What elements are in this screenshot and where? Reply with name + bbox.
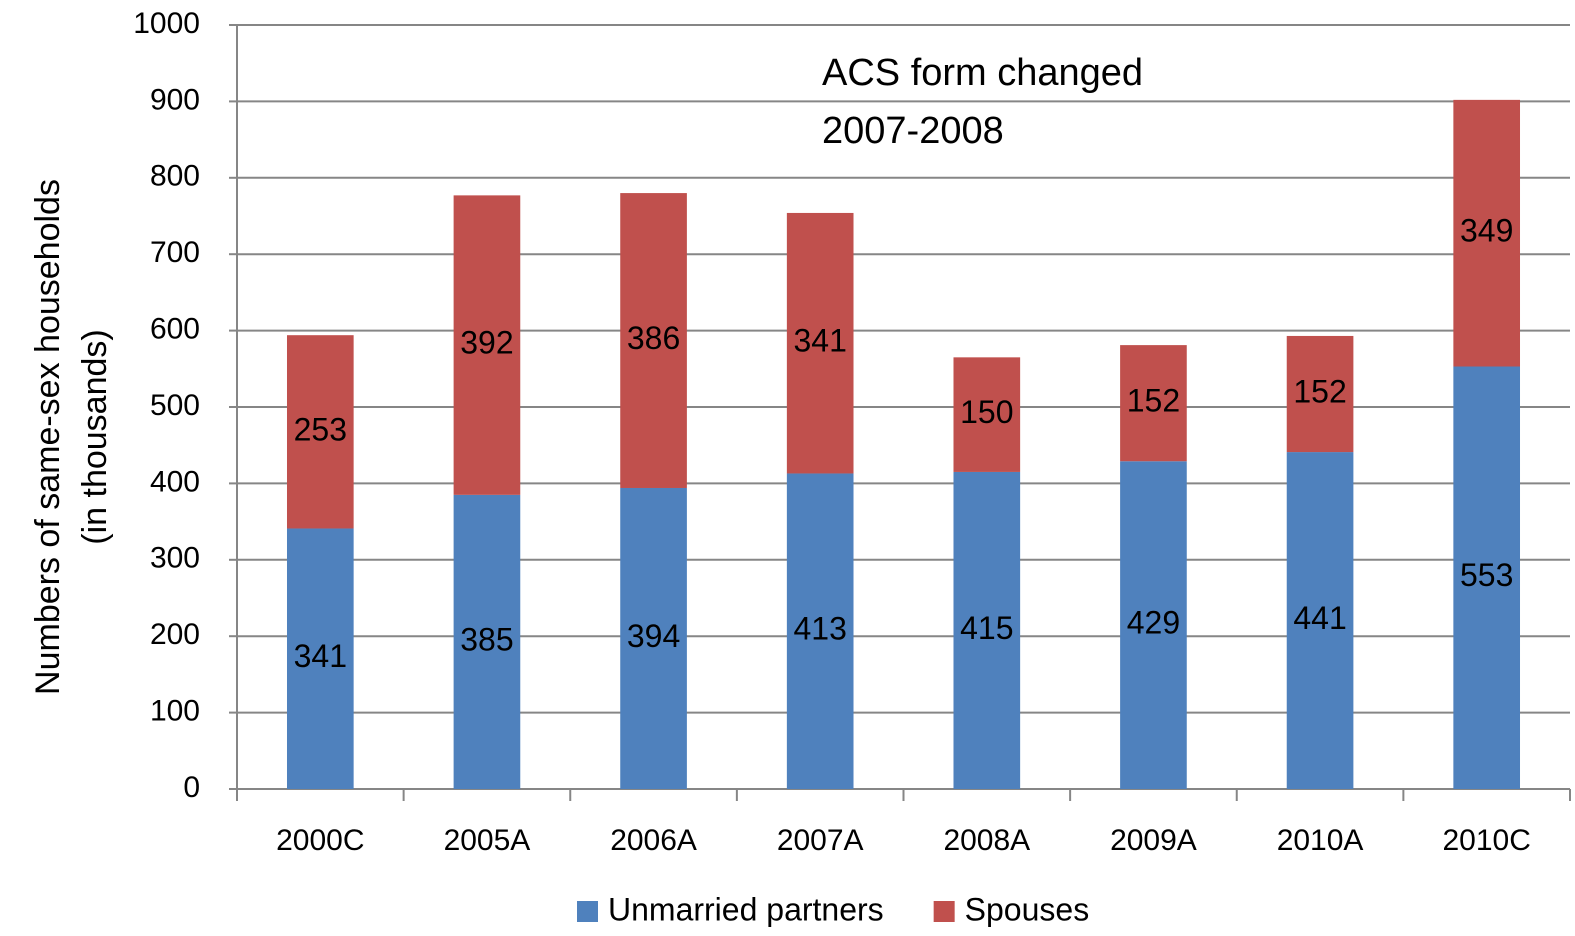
- data-label: 150: [960, 394, 1013, 430]
- bar-segment: [1120, 461, 1187, 789]
- bar-segment: [786, 473, 854, 789]
- annotation: ACS form changed: [822, 52, 1143, 94]
- bar-segment: [620, 487, 687, 789]
- legend-label: Spouses: [965, 891, 1090, 927]
- x-tick-label: 2009A: [1110, 824, 1197, 857]
- bar-segment: [286, 335, 354, 529]
- y-tick-label: 300: [150, 542, 200, 575]
- data-label: 152: [1127, 383, 1180, 419]
- data-label: 441: [1293, 600, 1346, 636]
- data-label: 341: [793, 323, 846, 359]
- y-tick-label: 600: [150, 313, 200, 346]
- x-tick-label: 2010A: [1277, 824, 1364, 857]
- bar-segment: [786, 212, 854, 474]
- y-tick-label: 0: [183, 771, 200, 804]
- legend-swatch: [577, 901, 598, 922]
- bar-segment: [453, 494, 521, 789]
- y-tick-label: 500: [150, 389, 200, 422]
- bar-segment: [953, 357, 1021, 472]
- bar-segment: [286, 528, 354, 789]
- y-tick-label: 900: [150, 83, 200, 116]
- bar-segment: [1120, 345, 1187, 462]
- x-tick-label: 2000C: [276, 824, 364, 857]
- bar-segment: [1453, 99, 1521, 367]
- x-tick-label: 2005A: [444, 824, 531, 857]
- data-label: 386: [627, 320, 680, 356]
- y-tick-label: 800: [150, 160, 200, 193]
- y-axis-title: (in thousands): [76, 329, 114, 544]
- data-label: 413: [793, 611, 846, 647]
- x-tick-label: 2010C: [1442, 824, 1530, 857]
- data-label: 152: [1293, 373, 1346, 409]
- data-label: 553: [1460, 557, 1513, 593]
- bar-segment: [1286, 452, 1354, 789]
- y-axis-title: Numbers of same-sex households: [29, 179, 67, 695]
- data-label: 349: [1460, 213, 1513, 249]
- x-tick-label: 2006A: [610, 824, 697, 857]
- bar-segment: [620, 193, 687, 488]
- data-label: 253: [294, 411, 347, 447]
- y-tick-label: 200: [150, 618, 200, 651]
- legend-label: Unmarried partners: [608, 891, 884, 927]
- bar-segment: [953, 471, 1021, 789]
- data-label: 415: [960, 610, 1013, 646]
- annotation: 2007-2008: [822, 110, 1004, 152]
- data-label: 392: [460, 325, 513, 361]
- data-label: 429: [1127, 605, 1180, 641]
- legend-swatch: [933, 901, 955, 922]
- bar-segment: [1286, 335, 1354, 453]
- data-label: 385: [460, 621, 513, 657]
- x-tick-label: 2008A: [943, 824, 1030, 857]
- y-tick-label: 100: [150, 695, 200, 728]
- data-label: 341: [294, 638, 347, 674]
- bar-segment: [453, 195, 521, 495]
- y-tick-label: 400: [150, 465, 200, 498]
- y-tick-label: 700: [150, 236, 200, 269]
- bar-segment: [1453, 366, 1521, 789]
- y-tick-label: 1000: [133, 7, 200, 40]
- x-tick-label: 2007A: [777, 824, 864, 857]
- data-label: 394: [627, 618, 680, 654]
